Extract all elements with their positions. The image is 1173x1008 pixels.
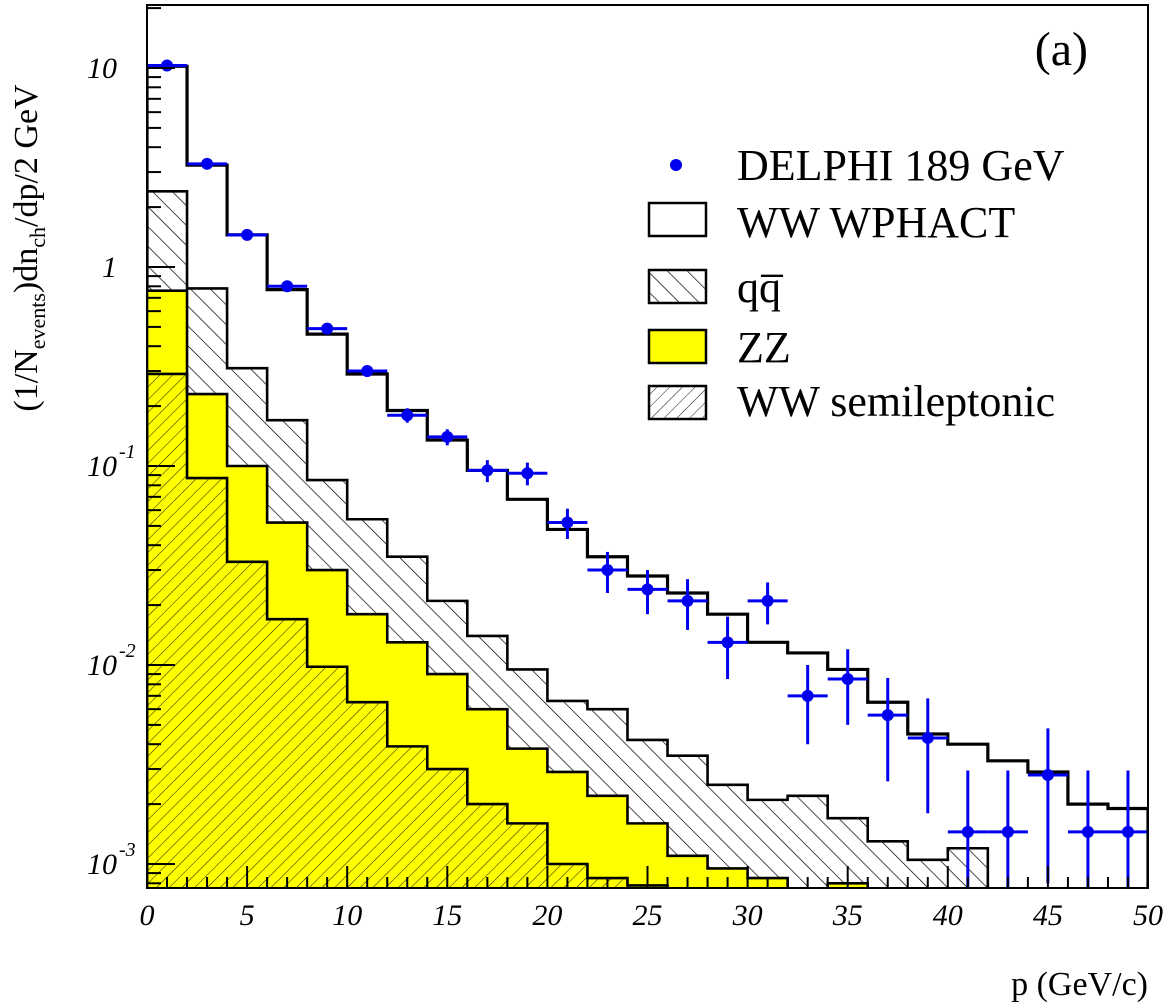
legend-marker-delphi	[670, 159, 682, 171]
data-point	[707, 616, 748, 680]
y-tick-exponent: -2	[119, 640, 136, 662]
data-point	[227, 228, 268, 241]
x-tick-label: 5	[240, 899, 255, 932]
x-tick-label: 40	[933, 899, 963, 932]
y-tick-exponent: -1	[119, 441, 136, 463]
x-axis-title: p (GeV/c)	[1011, 966, 1148, 1003]
x-tick-label: 30	[732, 899, 763, 932]
y-tick-label: 10	[87, 52, 117, 85]
x-tick-label: 0	[140, 899, 155, 932]
legend-swatch-qqbar	[647, 268, 708, 305]
data-point	[1107, 770, 1148, 888]
data-point	[907, 698, 948, 814]
data-point	[427, 429, 468, 446]
data-point	[1067, 770, 1108, 888]
legend-label-semileptonic: WW semileptonic	[737, 377, 1055, 426]
legend-label-qqbar: qq̅	[737, 263, 784, 312]
y-axis-title: (1/Nevents)dnch/dp/2 GeV	[8, 84, 50, 412]
y-tick-exponent: -3	[119, 839, 136, 861]
x-tick-label: 45	[1033, 899, 1063, 932]
series-ww-semileptonic-hist	[147, 372, 669, 888]
data-point	[787, 665, 828, 745]
y-tick-label: 10	[87, 450, 117, 483]
data-point	[947, 770, 988, 888]
data-point	[867, 678, 908, 782]
data-points	[147, 59, 1148, 888]
data-point	[987, 770, 1028, 888]
data-point	[467, 460, 508, 483]
data-point	[347, 365, 388, 378]
data-point	[747, 582, 788, 625]
data-point	[667, 579, 708, 630]
x-tick-label: 50	[1133, 899, 1163, 932]
data-point	[547, 508, 588, 539]
y-tick-label: 1	[102, 251, 117, 284]
panel-label: (a)	[1035, 23, 1088, 76]
data-point	[307, 322, 348, 335]
legend-swatch-semileptonic	[647, 384, 708, 421]
y-tick-label: 10	[87, 649, 117, 682]
data-point	[827, 649, 868, 725]
legend-label-wphact: WW WPHACT	[737, 198, 1015, 247]
data-point	[507, 462, 548, 486]
data-point	[1027, 728, 1068, 884]
x-tick-label: 35	[832, 899, 863, 932]
x-tick-label: 25	[633, 899, 663, 932]
legend-label-delphi: DELPHI 189 GeV	[737, 141, 1065, 190]
data-point	[587, 551, 628, 594]
x-axis: 0 5 10 15 20 25 30 35 40 45 50	[140, 866, 1163, 932]
data-point	[267, 280, 308, 293]
x-tick-label: 20	[532, 899, 562, 932]
x-tick-label: 15	[432, 899, 462, 932]
legend: DELPHI 189 GeV WW WPHACT qq̅ ZZ WW semil…	[647, 141, 1065, 426]
legend-swatch-wphact	[647, 201, 708, 238]
y-tick-label: 10	[87, 848, 117, 881]
data-point	[387, 408, 428, 423]
x-tick-label: 10	[332, 899, 362, 932]
legend-swatch-zz	[647, 328, 708, 365]
legend-label-zz: ZZ	[737, 323, 791, 372]
data-point	[627, 570, 668, 615]
data-point	[187, 157, 228, 170]
